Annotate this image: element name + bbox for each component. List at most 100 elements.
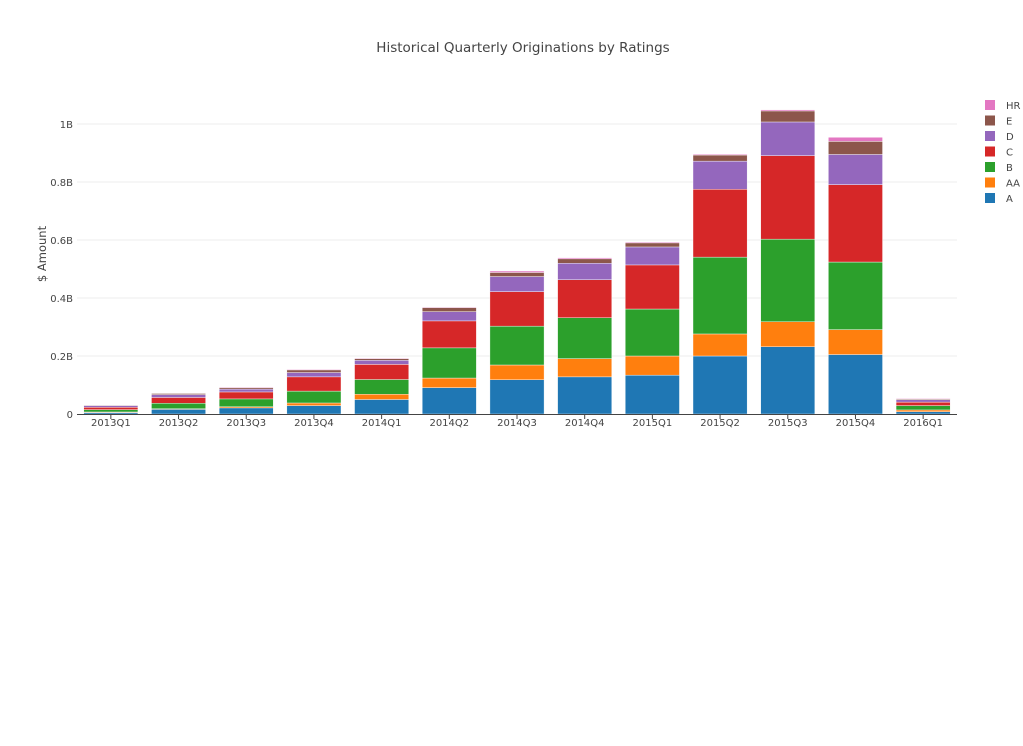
bar-segment-a-2014q3[interactable]: [490, 380, 544, 414]
bar-segment-hr-2014q4[interactable]: [558, 258, 612, 259]
bar-segment-c-2014q3[interactable]: [490, 292, 544, 327]
bar-segment-hr-2013q3[interactable]: [219, 387, 273, 388]
legend-label: B: [1006, 163, 1013, 174]
bar-segment-b-2014q3[interactable]: [490, 326, 544, 365]
bar-segment-a-2014q1[interactable]: [355, 400, 409, 415]
bar-segment-a-2013q2[interactable]: [151, 409, 205, 414]
bar-segment-c-2014q4[interactable]: [558, 280, 612, 318]
bar-segment-c-2014q2[interactable]: [422, 321, 476, 348]
bar-segment-hr-2015q3[interactable]: [761, 110, 815, 111]
bar-segment-aa-2016q1[interactable]: [896, 410, 950, 412]
bar-segment-c-2013q2[interactable]: [151, 397, 205, 403]
bar-segment-aa-2015q4[interactable]: [828, 330, 882, 355]
bar-segment-d-2015q3[interactable]: [761, 122, 815, 156]
bar-segment-d-2015q2[interactable]: [693, 161, 747, 189]
bar-segment-d-2016q1[interactable]: [896, 400, 950, 402]
bar-segment-c-2015q3[interactable]: [761, 156, 815, 240]
bar-segment-e-2015q3[interactable]: [761, 111, 815, 122]
bar-segment-d-2014q4[interactable]: [558, 263, 612, 280]
bar-segment-e-2013q3[interactable]: [219, 388, 273, 389]
bar-segment-e-2015q2[interactable]: [693, 155, 747, 161]
bar-segment-a-2013q3[interactable]: [219, 408, 273, 414]
bar-segment-aa-2015q1[interactable]: [625, 356, 679, 375]
bar-segment-b-2013q4[interactable]: [287, 391, 341, 403]
chart-title: Historical Quarterly Originations by Rat…: [376, 40, 669, 56]
bar-segment-a-2016q1[interactable]: [896, 412, 950, 414]
bar-segment-c-2013q4[interactable]: [287, 377, 341, 391]
legend-label: AA: [1006, 179, 1020, 190]
bar-segment-d-2015q1[interactable]: [625, 247, 679, 265]
bar-segment-aa-2015q2[interactable]: [693, 334, 747, 356]
bar-segment-hr-2014q1[interactable]: [355, 358, 409, 359]
bar-segment-b-2014q2[interactable]: [422, 348, 476, 378]
bar-segment-c-2015q1[interactable]: [625, 265, 679, 309]
bar-segment-hr-2015q1[interactable]: [625, 242, 679, 243]
legend-item-aa[interactable]: AA: [985, 178, 1020, 190]
bar-segment-e-2014q2[interactable]: [422, 308, 476, 312]
bar-segment-b-2015q1[interactable]: [625, 309, 679, 356]
y-tick-label: 0: [67, 410, 73, 421]
bar-segment-c-2015q2[interactable]: [693, 189, 747, 257]
x-tick-label: 2013Q3: [226, 418, 266, 429]
bar-segment-aa-2014q3[interactable]: [490, 365, 544, 380]
bar-segment-aa-2014q2[interactable]: [422, 378, 476, 388]
legend-item-a[interactable]: A: [985, 193, 1013, 205]
legend-label: HR: [1006, 101, 1021, 112]
bar-segment-c-2013q3[interactable]: [219, 392, 273, 399]
bar-segment-a-2014q4[interactable]: [558, 377, 612, 414]
bar-segment-b-2015q4[interactable]: [828, 262, 882, 330]
bar-segment-d-2014q3[interactable]: [490, 277, 544, 292]
bar-segment-a-2013q1[interactable]: [84, 413, 138, 414]
x-tick-label: 2015Q3: [768, 418, 808, 429]
legend-item-b[interactable]: B: [985, 162, 1013, 174]
bar-segment-c-2014q1[interactable]: [355, 364, 409, 379]
bar-segment-a-2015q4[interactable]: [828, 355, 882, 414]
legend-swatch: [985, 100, 995, 110]
bar-segment-aa-2013q4[interactable]: [287, 403, 341, 406]
bar-segment-a-2014q2[interactable]: [422, 388, 476, 414]
legend-item-e[interactable]: E: [985, 116, 1012, 128]
bar-segment-e-2014q4[interactable]: [558, 259, 612, 263]
bar-segment-a-2015q3[interactable]: [761, 347, 815, 414]
bar-segment-hr-2015q2[interactable]: [693, 154, 747, 155]
bar-segment-c-2016q1[interactable]: [896, 402, 950, 405]
bar-segment-d-2013q2[interactable]: [151, 395, 205, 398]
x-tick-label: 2013Q2: [159, 418, 199, 429]
bar-segment-b-2013q1[interactable]: [84, 410, 138, 412]
bar-segment-aa-2014q1[interactable]: [355, 394, 409, 399]
bar-segment-e-2014q3[interactable]: [490, 272, 544, 276]
bar-segment-a-2013q4[interactable]: [287, 406, 341, 414]
bar-segment-b-2014q4[interactable]: [558, 318, 612, 359]
legend-item-d[interactable]: D: [985, 131, 1014, 143]
x-tick-label: 2013Q1: [91, 418, 131, 429]
bar-segment-hr-2013q4[interactable]: [287, 369, 341, 370]
bar-segment-e-2013q4[interactable]: [287, 370, 341, 373]
bar-segment-hr-2014q3[interactable]: [490, 271, 544, 272]
bar-segment-e-2014q1[interactable]: [355, 359, 409, 361]
bar-segment-hr-2015q4[interactable]: [828, 137, 882, 141]
bar-segment-c-2015q4[interactable]: [828, 185, 882, 262]
bar-segment-b-2016q1[interactable]: [896, 406, 950, 410]
bar-segment-aa-2015q3[interactable]: [761, 322, 815, 347]
legend-item-hr[interactable]: HR: [985, 100, 1021, 112]
bar-segment-b-2013q3[interactable]: [219, 399, 273, 407]
bar-segment-b-2013q2[interactable]: [151, 403, 205, 409]
bar-segment-hr-2014q2[interactable]: [422, 307, 476, 308]
bar-segment-b-2014q1[interactable]: [355, 379, 409, 394]
bar-segment-d-2013q4[interactable]: [287, 373, 341, 377]
bar-segment-d-2013q3[interactable]: [219, 389, 273, 392]
legend-item-c[interactable]: C: [985, 147, 1013, 159]
bar-segment-e-2015q4[interactable]: [828, 141, 882, 154]
bar-segment-aa-2014q4[interactable]: [558, 359, 612, 377]
bar-segment-d-2015q4[interactable]: [828, 154, 882, 184]
bar-segment-b-2015q3[interactable]: [761, 239, 815, 322]
bar-segment-hr-2016q1[interactable]: [896, 398, 950, 399]
bar-segment-a-2015q1[interactable]: [625, 375, 679, 414]
bar-segment-d-2014q1[interactable]: [355, 360, 409, 364]
bar-segment-c-2013q1[interactable]: [84, 407, 138, 409]
bar-segment-d-2014q2[interactable]: [422, 312, 476, 321]
bar-segment-e-2015q1[interactable]: [625, 243, 679, 247]
bar-segment-b-2015q2[interactable]: [693, 257, 747, 334]
bar-segment-d-2013q1[interactable]: [84, 406, 138, 408]
bar-segment-a-2015q2[interactable]: [693, 356, 747, 414]
